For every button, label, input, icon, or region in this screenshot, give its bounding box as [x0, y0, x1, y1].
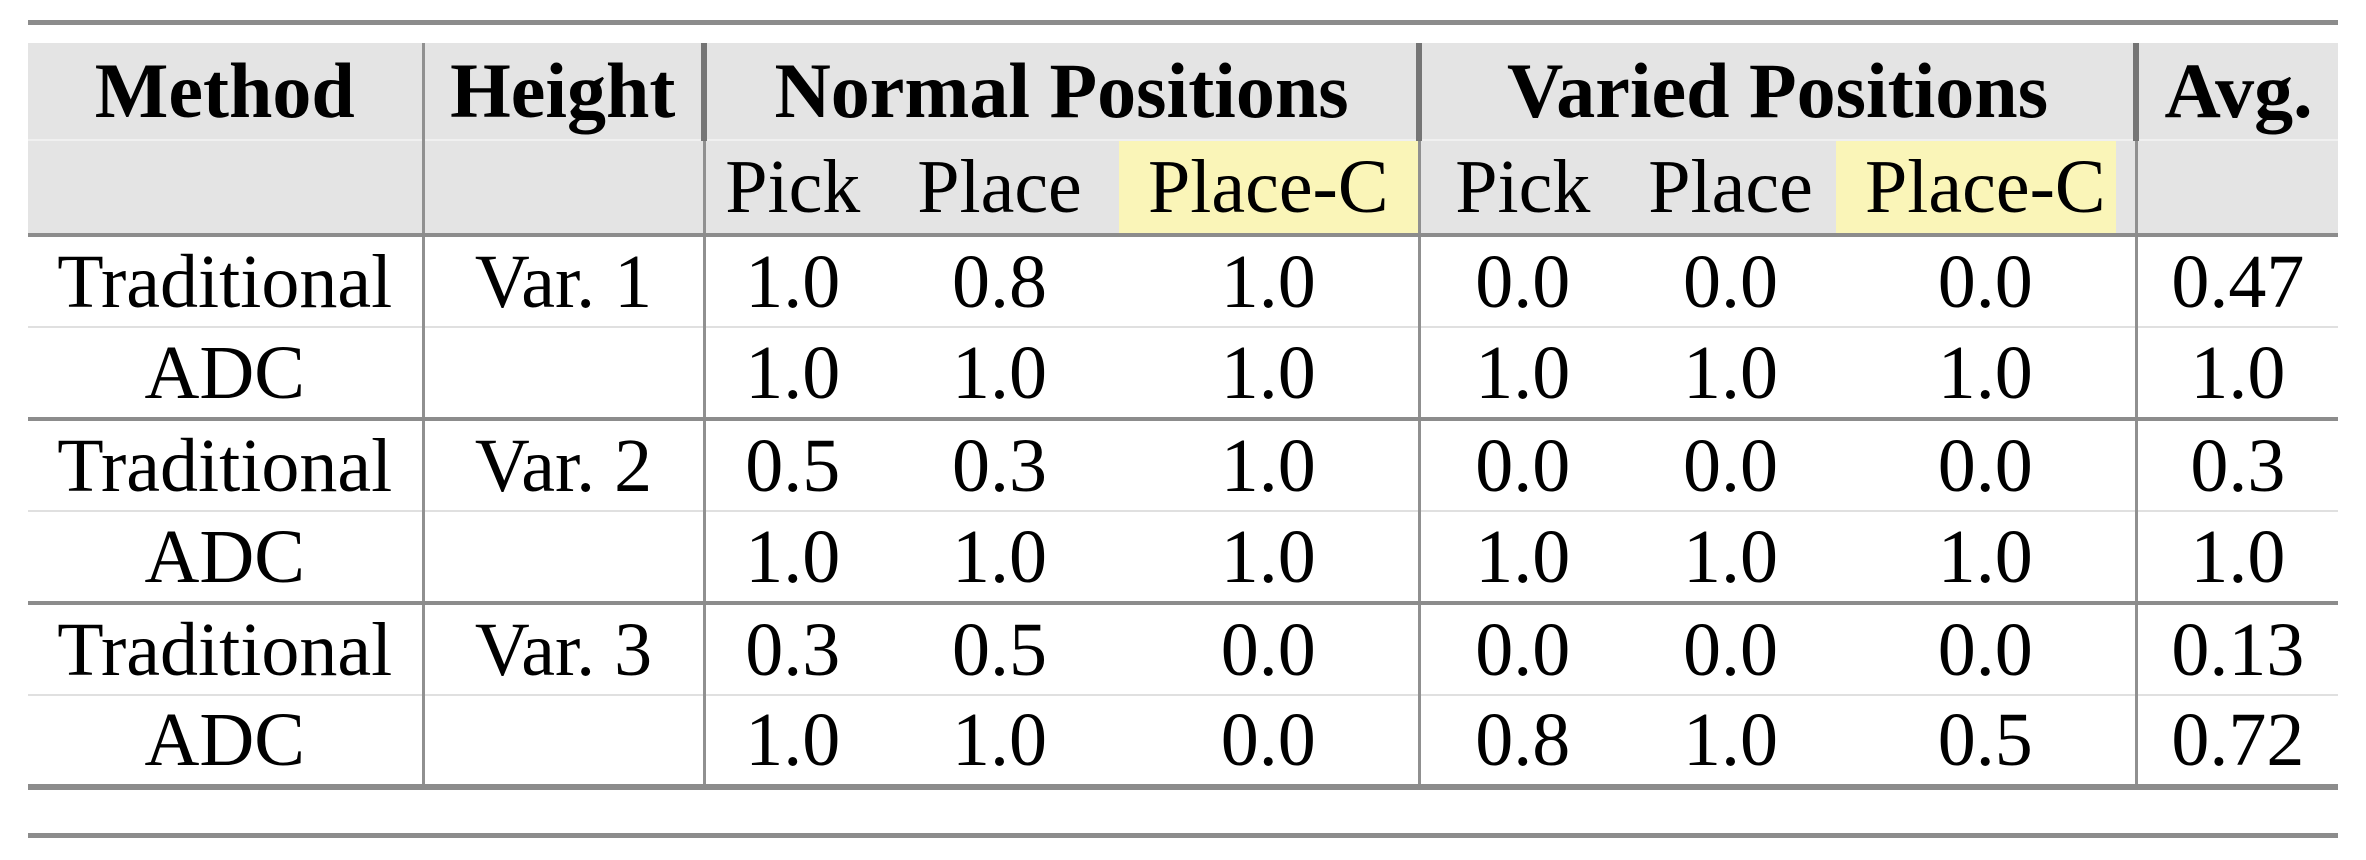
method-cell: Traditional [28, 603, 425, 696]
avg-cell: 0.13 [2136, 603, 2339, 696]
table-row-adc-var2: ADC 1.0 1.0 1.0 1.0 1.0 1.0 1.0 [28, 511, 2339, 605]
empty-header-cell [2136, 140, 2339, 237]
table-row-traditional-var1: Traditional Var. 1 1.0 0.8 1.0 0.0 0.0 0… [28, 235, 2339, 328]
height-cell [423, 695, 706, 790]
col-group-varied-positions: Varied Positions [1419, 43, 2140, 141]
header-row-groups: Method Height Normal Positions Varied Po… [28, 43, 2339, 141]
value-cell: 0.3 [880, 419, 1119, 512]
method-cell: ADC [28, 327, 425, 421]
value-cell: 0.8 [1419, 695, 1626, 790]
table-row-adc-var1: ADC 1.0 1.0 1.0 1.0 1.0 1.0 1.0 [28, 327, 2339, 421]
value-cell: 1.0 [1419, 327, 1626, 421]
empty-header-cell [423, 140, 706, 237]
value-cell: 1.0 [880, 695, 1119, 790]
avg-cell: 0.72 [2136, 695, 2339, 790]
value-cell: 0.5 [880, 603, 1119, 696]
value-cell: 1.0 [1419, 511, 1626, 605]
top-double-rule [28, 20, 2338, 25]
value-cell: 1.0 [1119, 327, 1421, 421]
value-cell: 1.0 [704, 511, 880, 605]
value-cell: 1.0 [704, 235, 880, 328]
table-row-traditional-var3: Traditional Var. 3 0.3 0.5 0.0 0.0 0.0 0… [28, 603, 2339, 696]
col-header-method: Method [28, 43, 425, 141]
avg-cell: 1.0 [2136, 327, 2339, 421]
value-cell: 1.0 [1625, 695, 1837, 790]
value-cell: 1.0 [1119, 419, 1421, 512]
height-cell: Var. 1 [423, 235, 706, 328]
value-cell: 0.0 [1625, 235, 1837, 328]
bottom-double-rule [28, 833, 2338, 838]
height-cell [423, 327, 706, 421]
subcol-varied-place: Place [1625, 140, 1837, 237]
value-cell: 1.0 [704, 695, 880, 790]
avg-cell: 1.0 [2136, 511, 2339, 605]
empty-header-cell [28, 140, 425, 237]
results-table: Method Height Normal Positions Varied Po… [28, 43, 2339, 790]
value-cell: 1.0 [1119, 235, 1421, 328]
value-cell: 1.0 [1836, 327, 2138, 421]
value-cell: 0.0 [1419, 235, 1626, 328]
value-cell: 0.0 [1836, 603, 2138, 696]
value-cell: 0.3 [704, 603, 880, 696]
subcol-normal-pick: Pick [704, 140, 880, 237]
method-cell: ADC [28, 695, 425, 790]
subcol-normal-place: Place [880, 140, 1119, 237]
avg-cell: 0.47 [2136, 235, 2339, 328]
value-cell: 0.0 [1119, 603, 1421, 696]
value-cell: 0.0 [1419, 419, 1626, 512]
value-cell: 1.0 [1119, 511, 1421, 605]
value-cell: 1.0 [1625, 511, 1837, 605]
subcol-varied-place-c-highlighted: Place-C [1836, 140, 2138, 237]
subcol-varied-pick: Pick [1419, 140, 1626, 237]
col-header-avg: Avg. [2136, 43, 2339, 141]
header-row-subcolumns: Pick Place Place-C Pick Place Place-C [28, 140, 2339, 237]
value-cell: 0.8 [880, 235, 1119, 328]
value-cell: 1.0 [704, 327, 880, 421]
height-cell: Var. 2 [423, 419, 706, 512]
value-cell: 1.0 [880, 327, 1119, 421]
table-row-traditional-var2: Traditional Var. 2 0.5 0.3 1.0 0.0 0.0 0… [28, 419, 2339, 512]
value-cell: 0.5 [704, 419, 880, 512]
value-cell: 0.0 [1625, 603, 1837, 696]
value-cell: 1.0 [1836, 511, 2138, 605]
col-group-normal-positions: Normal Positions [704, 43, 1423, 141]
value-cell: 0.5 [1836, 695, 2138, 790]
col-header-height: Height [423, 43, 707, 141]
value-cell: 0.0 [1836, 419, 2138, 512]
table-row-adc-var3: ADC 1.0 1.0 0.0 0.8 1.0 0.5 0.72 [28, 695, 2339, 790]
method-cell: Traditional [28, 419, 425, 512]
value-cell: 0.0 [1419, 603, 1626, 696]
value-cell: 1.0 [1625, 327, 1837, 421]
avg-cell: 0.3 [2136, 419, 2339, 512]
subcol-normal-place-c-highlighted: Place-C [1119, 140, 1421, 237]
height-cell: Var. 3 [423, 603, 706, 696]
method-cell: ADC [28, 511, 425, 605]
value-cell: 1.0 [880, 511, 1119, 605]
method-cell: Traditional [28, 235, 425, 328]
value-cell: 0.0 [1119, 695, 1421, 790]
height-cell [423, 511, 706, 605]
value-cell: 0.0 [1836, 235, 2138, 328]
value-cell: 0.0 [1625, 419, 1837, 512]
